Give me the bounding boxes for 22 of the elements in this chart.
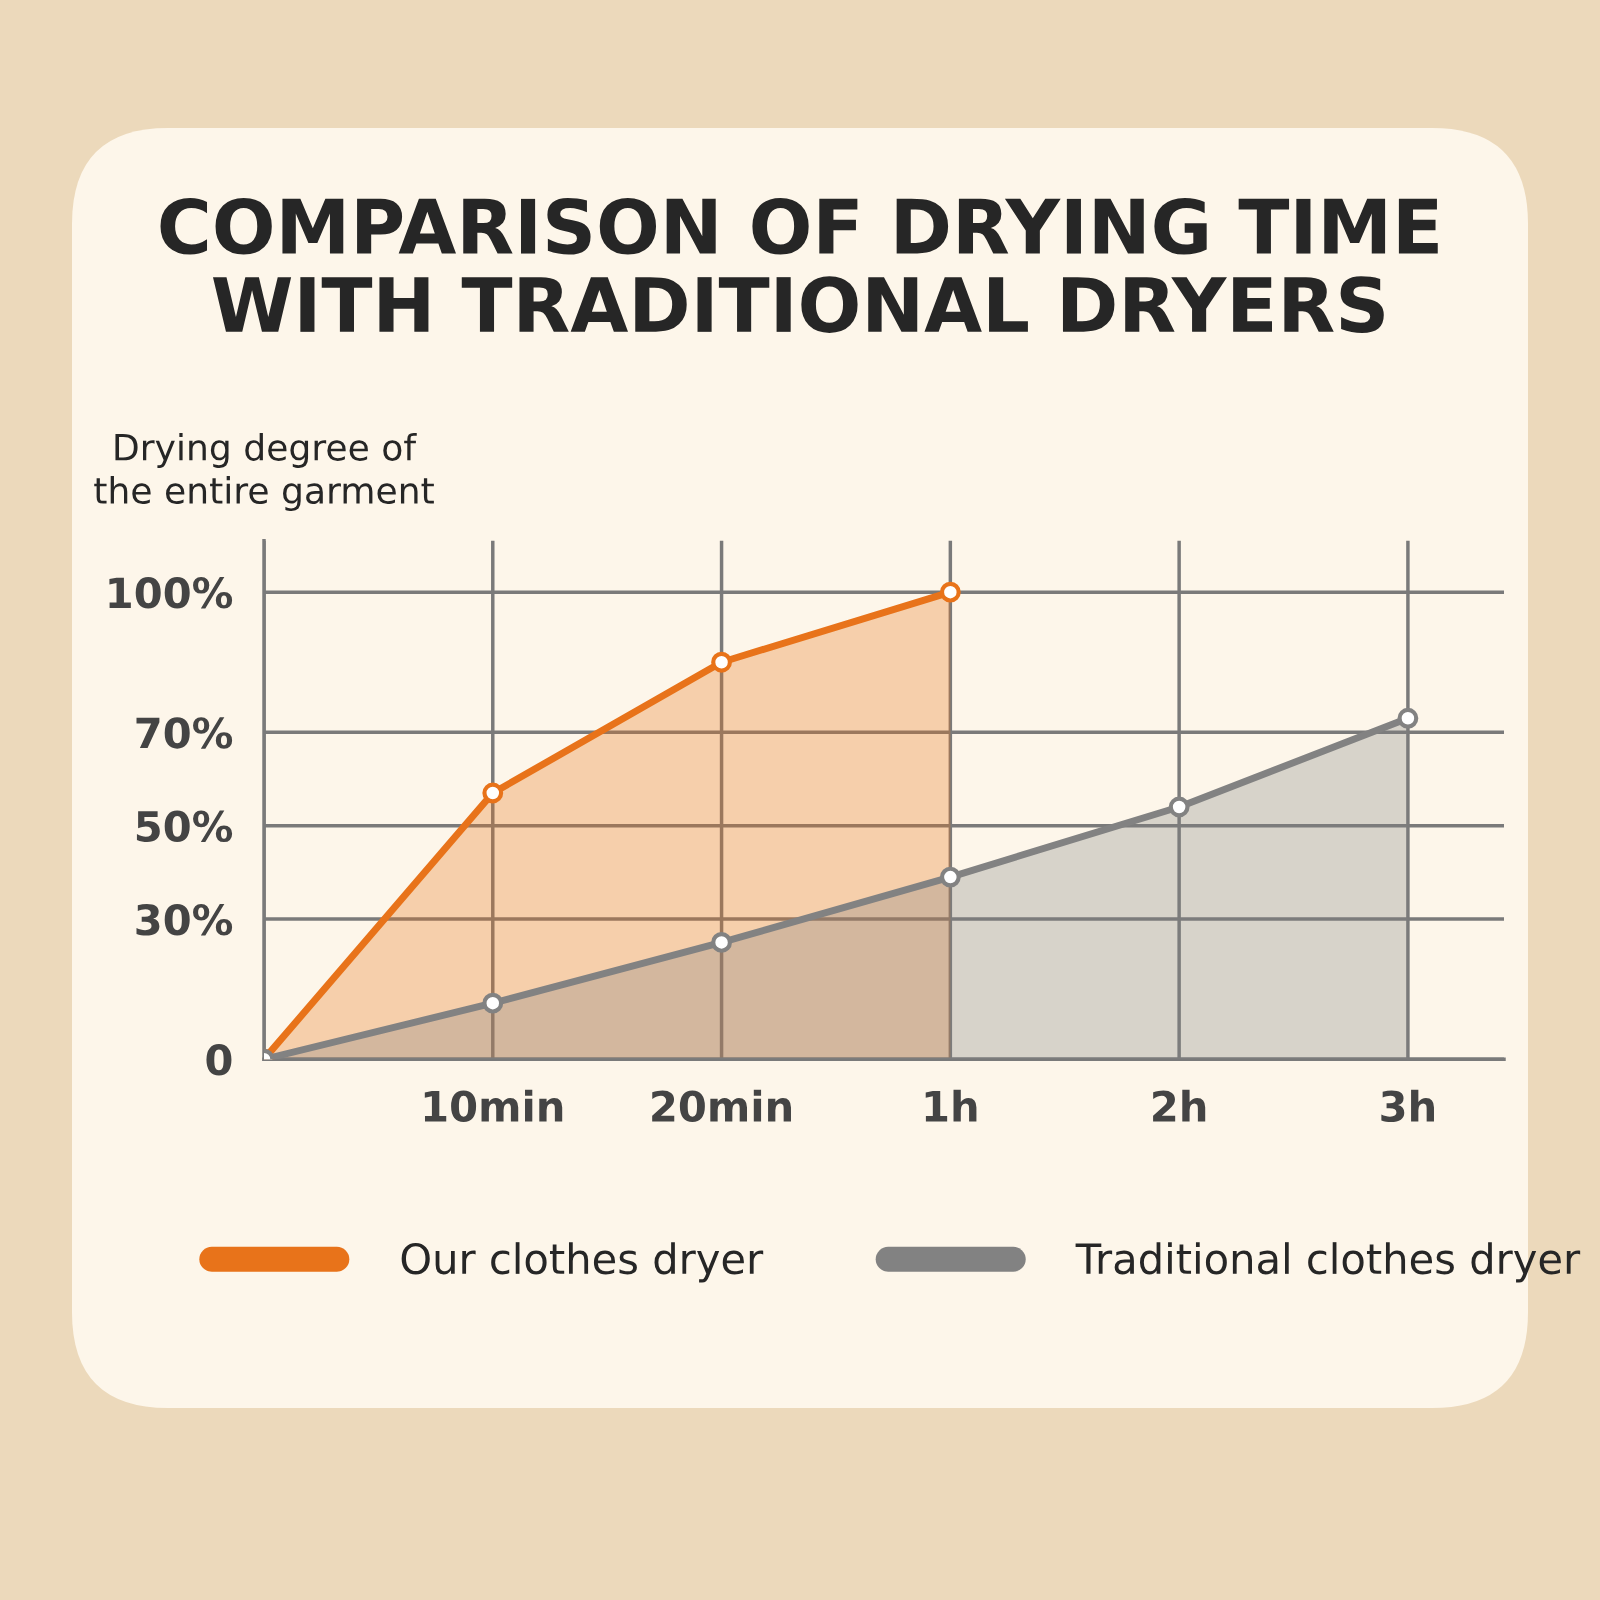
x-tick-label: 2h <box>1153 1089 1206 1122</box>
point <box>711 932 732 953</box>
y-tick-label: 70% <box>136 717 233 749</box>
x-tick-label: 20min <box>652 1089 791 1123</box>
legend-label: Traditional clothes dryer <box>1075 1242 1581 1283</box>
point <box>1397 707 1419 729</box>
legend-label: Our clothes dryer <box>401 1242 764 1283</box>
point <box>939 581 961 603</box>
point <box>711 651 732 673</box>
x-tick-label: 1h <box>925 1089 977 1122</box>
y-tick-label: 30% <box>136 904 233 936</box>
point <box>482 782 504 804</box>
point <box>939 866 961 888</box>
x-tick-label: 10min <box>424 1089 563 1123</box>
y-tick-label: 100% <box>109 577 233 609</box>
y-tick-label: 0 <box>206 1044 232 1076</box>
y-tick-label: 50% <box>136 810 233 843</box>
point <box>1168 796 1190 818</box>
point <box>482 992 504 1014</box>
chart-title: COMPARISON OF DRYING TIME WITH TRADITIONAL DRYERS <box>160 197 1438 333</box>
y-axis-title: Drying degree of the entire garment <box>94 432 434 512</box>
x-tick-label: 3h <box>1381 1089 1434 1123</box>
